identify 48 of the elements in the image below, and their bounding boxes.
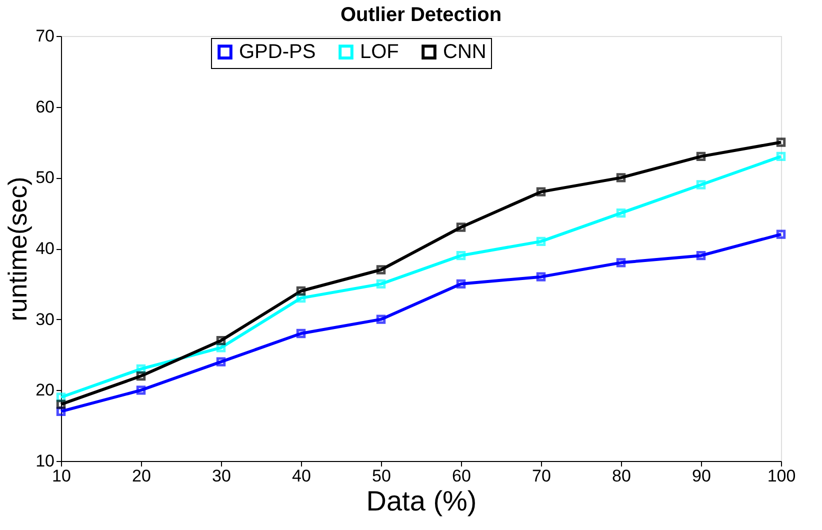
point xyxy=(296,328,306,338)
point xyxy=(456,222,466,232)
x-tick-label: 100 xyxy=(767,466,796,486)
point xyxy=(536,272,546,282)
point xyxy=(776,138,786,147)
legend-label: CNN xyxy=(443,41,486,64)
y-tick-label: 40 xyxy=(36,239,54,258)
y-tick-label: 70 xyxy=(36,26,54,46)
x-tick-label: 40 xyxy=(292,466,311,486)
x-tick-label: 70 xyxy=(532,466,551,486)
point xyxy=(776,230,786,239)
point xyxy=(216,336,226,346)
x-tick-label: 20 xyxy=(132,466,151,486)
x-tick-label: 60 xyxy=(452,466,471,486)
x-tick-label: 50 xyxy=(372,466,391,486)
point xyxy=(776,152,786,162)
point xyxy=(136,371,146,381)
point xyxy=(376,265,386,274)
point xyxy=(616,258,626,268)
y-tick-label: 60 xyxy=(36,97,54,116)
y-tick-label: 10 xyxy=(36,452,54,470)
x-tick-label: 80 xyxy=(612,466,631,486)
point xyxy=(376,314,386,324)
legend-label: LOF xyxy=(360,41,399,64)
y-tick-label: 50 xyxy=(36,168,54,188)
point xyxy=(536,236,546,246)
chart-title: Outlier Detection xyxy=(340,4,502,26)
point xyxy=(456,250,466,260)
point xyxy=(376,279,386,289)
point xyxy=(696,152,706,162)
x-tick-label: 90 xyxy=(692,466,711,486)
x-tick-label: 10 xyxy=(52,466,71,486)
x-axis-title: Data (%) xyxy=(366,486,477,516)
point xyxy=(456,279,466,289)
point xyxy=(536,187,546,196)
y-tick-label: 30 xyxy=(36,310,54,329)
legend-label: GPD-PS xyxy=(239,41,316,64)
point xyxy=(696,180,706,190)
point xyxy=(616,173,626,182)
point xyxy=(136,386,146,395)
x-tick-label: 30 xyxy=(212,466,231,486)
y-tick-label: 20 xyxy=(36,380,54,400)
point xyxy=(216,357,226,366)
point xyxy=(696,250,706,260)
point xyxy=(296,286,306,296)
y-axis-title: runtime(sec) xyxy=(2,176,33,322)
point xyxy=(56,400,66,409)
point xyxy=(616,208,626,218)
